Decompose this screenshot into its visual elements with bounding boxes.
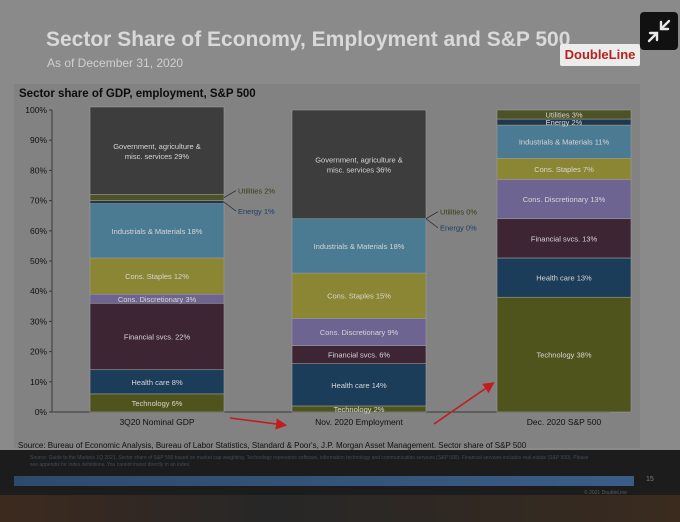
bar-segment-government-agriculture-misc-services [89,106,225,195]
data-label: misc. services 36% [327,165,392,174]
bar-segment-industrials-materials [496,124,632,159]
data-label: Government, agriculture & [113,142,201,151]
y-tick-label: 20% [30,347,47,357]
data-label: Health care 14% [331,381,387,390]
bar-segment-cons-discretionary [496,179,632,220]
bar-segment-financial-svcs [89,302,225,371]
x-category-label: Dec. 2020 S&P 500 [527,417,602,427]
x-category-label: Nov. 2020 Employment [315,417,403,427]
y-tick-label: 0% [35,407,48,417]
source-note: Source: Bureau of Economic Analysis, Bur… [18,441,527,450]
bar-segment-industrials-materials [89,203,225,259]
callout-line [425,218,439,229]
data-label: Cons. Discretionary 9% [320,328,399,337]
chart-title: Sector share of GDP, employment, S&P 500 [19,88,256,100]
bar-segment-cons-staples [291,272,427,319]
footer-bar [14,476,634,486]
copyright: © 2021 DoubleLine [584,490,627,496]
data-label: Cons. Discretionary 3% [118,295,197,304]
data-label: Government, agriculture & [315,155,403,164]
bar-segment-utilities [89,194,225,201]
callout-line [223,201,237,212]
y-tick-label: 10% [30,377,47,387]
bar-segment-cons-discretionary [291,318,427,346]
y-tick-label: 70% [30,196,47,206]
data-label: Technology 38% [536,351,591,360]
data-label: Financial svcs. 6% [328,351,390,360]
y-tick-label: 100% [25,105,47,115]
exit-fullscreen-button[interactable] [640,12,678,50]
y-tick-label: 50% [30,256,47,266]
callout-label: Utilities 0% [440,208,477,217]
data-label: Cons. Staples 15% [327,292,391,301]
doubleline-logo: DoubleLine [560,44,640,66]
data-label: Industrials & Materials 18% [314,242,405,251]
data-label: Cons. Discretionary 13% [523,195,606,204]
bar-segment-energy [89,200,225,204]
bar-segment-health-care [89,369,225,395]
y-tick-label: 80% [30,165,47,175]
bar-segment-health-care [496,257,632,298]
data-label: Technology 6% [132,399,183,408]
callout-line [425,211,439,220]
bar-segment-utilities [496,109,632,120]
data-label: misc. services 29% [125,152,190,161]
data-label: Industrials & Materials 18% [112,227,203,236]
data-label: Financial svcs. 22% [124,333,191,342]
callout-label: Energy 1% [238,207,275,216]
data-label: Financial svcs. 13% [531,234,598,243]
bar-segment-financial-svcs [496,218,632,259]
page-number: 15 [646,476,654,483]
collapse-arrows-icon [647,19,671,43]
callout-label: Utilities 2% [238,187,275,196]
data-label: Utilities 3% [545,111,582,120]
data-label: Cons. Staples 12% [125,272,189,281]
x-category-label: 3Q20 Nominal GDP [119,417,194,427]
callout-line [223,190,237,198]
data-label: Industrials & Materials 11% [519,138,610,147]
bar-segment-industrials-materials [291,218,427,274]
bar-segment-cons-staples [89,257,225,295]
slide-subtitle: As of December 31, 2020 [47,56,184,70]
data-label: Health care 8% [131,378,183,387]
background-strip [0,495,680,522]
y-tick-label: 40% [30,286,47,296]
bar-segment-technology [496,296,632,413]
data-label: Health care 13% [536,274,592,283]
footnote: Source: Guide to the Markets 1Q 2021. Se… [30,455,589,468]
y-tick-label: 60% [30,226,47,236]
callout-label: Energy 0% [440,224,477,233]
y-tick-label: 90% [30,135,47,145]
y-tick-label: 30% [30,316,47,326]
stacked-bar-chart: 0% 10% 20% 30% 40% 50% 60% 70% 80% 90% 100% 3Q20 No… [25,105,632,430]
bar-segment-government-agriculture-misc-services [291,109,427,220]
slide-title: Sector Share of Economy, Employment and … [46,28,571,51]
data-label: Energy 2% [546,118,583,127]
arrow-employment-to-sp500 [433,382,495,425]
data-label: Technology 2% [334,405,385,414]
data-label: Cons. Staples 7% [534,165,594,174]
arrow-gdp-to-employment [229,417,288,430]
